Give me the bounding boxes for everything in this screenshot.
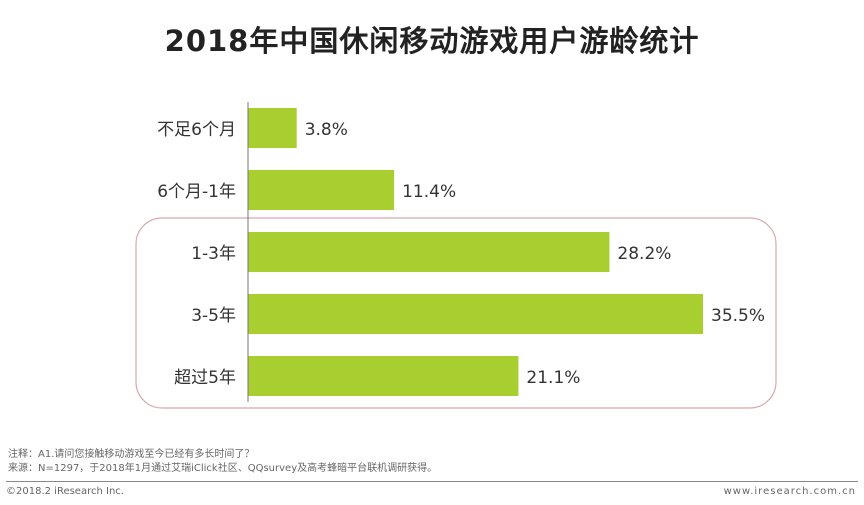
bar-value-label-0: 3.8% [305,120,348,140]
copyright-text: ©2018.2 iResearch Inc. [6,486,124,497]
note-text: 注释：A1.请问您接触移动游戏至今已经有多长时间了？ [8,449,255,460]
bar-1 [248,170,395,210]
category-label-1: 6个月-1年 [157,182,236,202]
bar-value-label-3: 35.5% [711,306,765,326]
bar-value-label-2: 28.2% [617,244,671,264]
footer-divider [6,481,858,482]
category-label-4: 超过5年 [174,368,236,388]
chart-title: 2018年中国休闲移动游戏用户游龄统计 [164,24,700,58]
website-text: www.iresearch.com.cn [723,486,856,497]
category-label-2: 1-3年 [191,244,236,264]
source-text: 来源：N=1297，于2018年1月通过艾瑞iClick社区、QQsurvey及… [8,463,438,474]
bar-0 [248,108,297,148]
bar-4 [248,356,519,396]
bar-value-label-1: 11.4% [402,182,456,202]
notes: 注释：A1.请问您接触移动游戏至今已经有多长时间了？ 来源：N=1297，于20… [8,448,437,476]
highlight-frame [135,217,777,409]
bar-value-label-4: 21.1% [526,368,580,388]
bar-chart: 3.8% 不足6个月 11.4% 6个月-1年 28.2% 1-3年 35.5% 3-5年 21… [135,102,777,409]
category-label-0: 不足6个月 [157,120,236,140]
bar-3 [248,294,703,334]
category-label-3: 3-5年 [191,306,236,326]
bar-2 [248,232,610,272]
